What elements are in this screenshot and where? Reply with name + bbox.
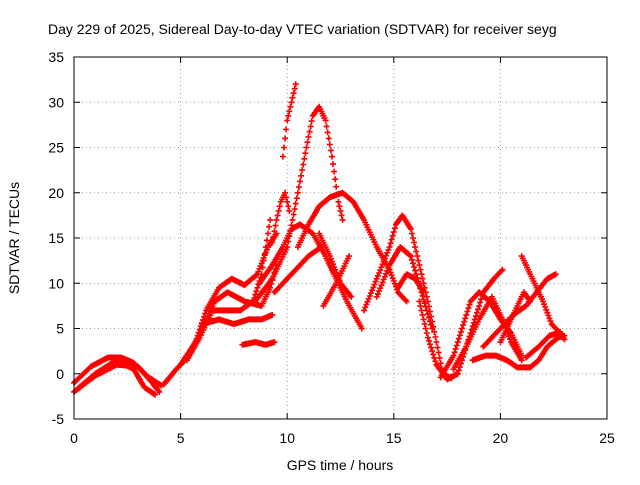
x-tick-label: 15 bbox=[386, 430, 402, 446]
series-track-16 bbox=[320, 253, 352, 309]
y-tick-label: 25 bbox=[48, 140, 64, 156]
series-markers bbox=[469, 332, 568, 371]
series-track-23 bbox=[469, 332, 568, 371]
series-track-26 bbox=[497, 289, 534, 346]
series-track-11 bbox=[279, 81, 299, 160]
y-tick-label: 15 bbox=[48, 230, 64, 246]
series-markers bbox=[395, 271, 427, 296]
x-tick-label: 25 bbox=[599, 430, 615, 446]
y-tick-label: 35 bbox=[48, 49, 64, 65]
series-markers bbox=[198, 311, 276, 327]
x-tick-label: 5 bbox=[177, 430, 185, 446]
x-tick-label: 20 bbox=[493, 430, 509, 446]
y-axis-label: SDTVAR / TECUs bbox=[6, 182, 22, 294]
x-axis-label: GPS time / hours bbox=[287, 457, 394, 473]
series-track-12 bbox=[252, 103, 346, 305]
x-tick-label: 0 bbox=[70, 430, 78, 446]
series-track-10 bbox=[269, 189, 293, 246]
tick-layer: 0 5 10 15 20 25 -5 0 5 10 15 20 25 30 35 bbox=[48, 49, 615, 446]
y-tick-label: 5 bbox=[56, 321, 64, 337]
chart-title: Day 229 of 2025, Sidereal Day-to-day VTE… bbox=[48, 21, 557, 37]
series-markers bbox=[269, 189, 293, 246]
series-markers bbox=[252, 103, 346, 305]
y-tick-label: 30 bbox=[48, 94, 64, 110]
series-markers bbox=[523, 329, 564, 361]
series-track-7 bbox=[198, 311, 276, 327]
y-tick-label: 20 bbox=[48, 185, 64, 201]
y-tick-label: -5 bbox=[52, 411, 65, 427]
series-track-22 bbox=[450, 293, 525, 373]
series-markers bbox=[75, 357, 158, 398]
series-track-3 bbox=[75, 357, 158, 398]
series-track-27 bbox=[523, 329, 564, 361]
series-track-8 bbox=[239, 339, 278, 348]
series-markers bbox=[239, 339, 278, 348]
x-tick-label: 10 bbox=[279, 430, 295, 446]
series-track-19 bbox=[395, 271, 427, 296]
series-markers bbox=[320, 253, 352, 309]
y-tick-label: 10 bbox=[48, 275, 64, 291]
series-markers bbox=[294, 189, 410, 305]
data-layer bbox=[71, 81, 568, 398]
series-markers bbox=[450, 293, 525, 373]
series-markers bbox=[279, 81, 299, 160]
series-markers bbox=[497, 289, 534, 346]
y-tick-label: 0 bbox=[56, 366, 64, 382]
series-track-14 bbox=[294, 189, 410, 305]
